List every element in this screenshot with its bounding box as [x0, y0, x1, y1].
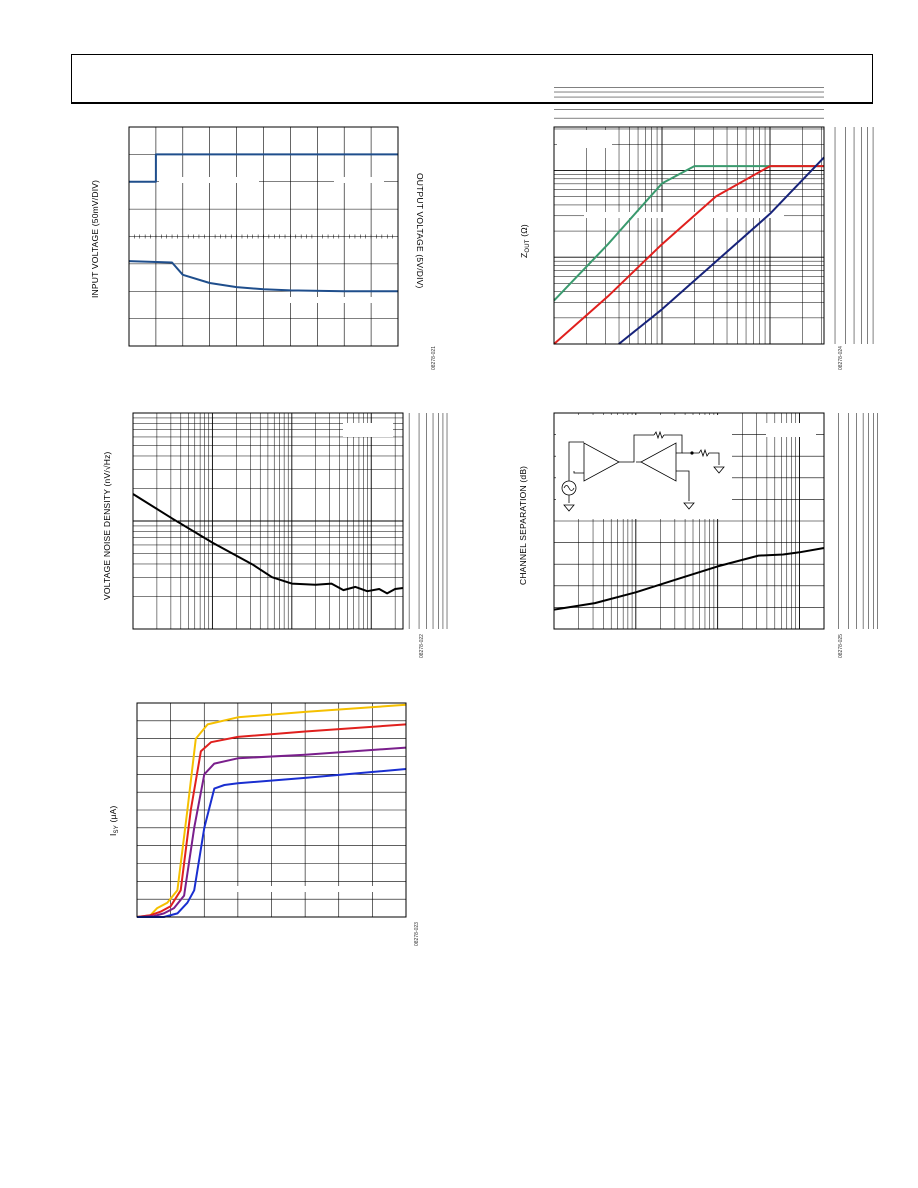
- chart-c5-figure-id: 08278-023: [414, 922, 420, 946]
- c4-resistor-icon: [653, 430, 665, 440]
- c4-wire: [619, 434, 683, 463]
- c4-wire: [636, 461, 690, 501]
- chart-c2-ylabel-sub: OUT: [525, 239, 531, 253]
- chart-c2-ylabel-prefix: Z: [519, 252, 529, 258]
- c1-series-0-line: [129, 153, 398, 183]
- c3-blank-annotation: [343, 423, 393, 437]
- c4-ground-icon: [563, 504, 575, 512]
- c4-sine-wave-icon: [563, 485, 575, 491]
- chart-c3-ylabel: VOLTAGE NOISE DENSITY (nV/√Hz): [102, 451, 112, 600]
- c4-opamp-1-triangle: [583, 442, 620, 482]
- chart-c1-figure-id: 08278-021: [431, 346, 437, 370]
- c2-series-1-line: [553, 165, 824, 345]
- chart-c4-ylabel: CHANNEL SEPARATION (dB): [518, 465, 528, 585]
- c2-blank-annotation: [584, 212, 784, 218]
- chart-c2-ylabel-suffix: (Ω): [519, 224, 529, 240]
- c4-schematic-background: [556, 415, 732, 519]
- c1-series-1-line: [128, 260, 398, 293]
- chart-c2-plot: [553, 87, 874, 345]
- chart-c5-plot: [136, 702, 407, 918]
- chart-c3-plot: [132, 412, 448, 630]
- chart-c2-ylabel: ZOUT (Ω): [519, 224, 531, 258]
- c4-schematic-inset: [556, 415, 732, 519]
- c4-load-resistor-icon: [682, 448, 720, 465]
- chart-c2-figure-id: 08278-024: [838, 346, 844, 370]
- c3-series-0-line: [132, 493, 404, 595]
- c4-blank-annotation: [766, 423, 816, 437]
- c1-blank-annotation: [264, 297, 389, 303]
- chart-c1-ylabel-right: OUTPUT VOLTAGE (5V/DIV): [415, 173, 425, 289]
- chart-c3-figure-id: 08278-022: [419, 634, 425, 658]
- chart-c1-ylabel-left: INPUT VOLTAGE (50mV/DIV): [90, 179, 100, 298]
- c5-series-2-line: [136, 746, 407, 918]
- chart-c5-ylabel-sub: SY: [114, 825, 120, 834]
- chart-c1-plot: [128, 126, 399, 347]
- c1-blank-annotation: [159, 177, 259, 183]
- c5-series-0-line: [136, 703, 407, 918]
- c2-series-0-line: [553, 165, 824, 302]
- chart-c5-ylabel-suffix: (μA): [108, 805, 118, 826]
- chart-c5-ylabel-prefix: I: [108, 833, 118, 836]
- c5-frame: [136, 702, 407, 918]
- c4-ground-icon: [683, 502, 695, 510]
- c4-wire: [568, 441, 584, 503]
- c4-opamp-2-triangle: [640, 442, 677, 482]
- c1-blank-annotation: [334, 177, 384, 183]
- c5-blank-annotation: [217, 886, 387, 892]
- chart-c5-ylabel: ISY (μA): [108, 805, 120, 836]
- chart-c4-plot: [553, 412, 878, 630]
- c5-series-3-line: [137, 768, 407, 918]
- c4-series-0-line: [553, 547, 825, 611]
- c2-frame: [553, 126, 825, 345]
- c4-frame: [553, 412, 825, 630]
- c2-blank-annotation: [557, 130, 612, 148]
- page-header: [71, 54, 873, 104]
- c3-frame: [132, 412, 404, 630]
- c1-frame: [128, 126, 399, 347]
- c4-ground-icon: [713, 466, 725, 474]
- chart-c4-figure-id: 08278-025: [838, 634, 844, 658]
- c2-series-2-line: [618, 156, 825, 345]
- c5-series-1-line: [136, 723, 407, 918]
